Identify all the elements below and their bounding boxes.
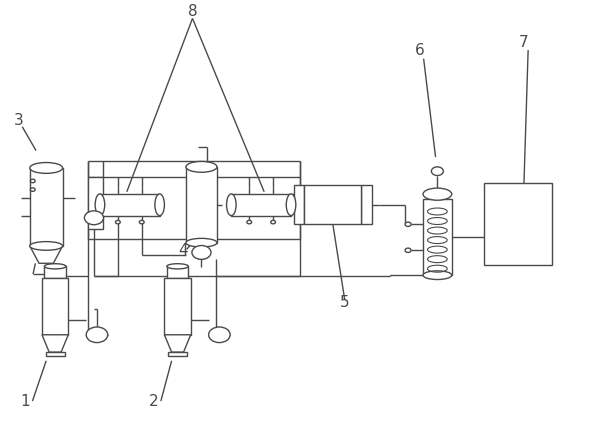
Ellipse shape bbox=[95, 194, 105, 215]
Bar bbox=[100, 194, 160, 215]
Circle shape bbox=[405, 248, 411, 252]
Text: 5: 5 bbox=[340, 295, 350, 310]
Text: 8: 8 bbox=[188, 4, 197, 19]
Polygon shape bbox=[30, 246, 62, 263]
Ellipse shape bbox=[423, 271, 452, 279]
Text: 3: 3 bbox=[13, 113, 23, 127]
Ellipse shape bbox=[186, 162, 217, 172]
Circle shape bbox=[209, 327, 230, 343]
Bar bbox=[30, 168, 62, 246]
Bar bbox=[484, 183, 553, 265]
Ellipse shape bbox=[30, 162, 62, 173]
Text: 6: 6 bbox=[415, 43, 424, 58]
Polygon shape bbox=[164, 335, 191, 352]
Ellipse shape bbox=[155, 194, 164, 215]
Bar bbox=[423, 199, 452, 275]
Ellipse shape bbox=[423, 188, 452, 200]
Text: 7: 7 bbox=[519, 35, 529, 49]
Bar bbox=[46, 352, 65, 357]
Bar bbox=[42, 279, 68, 335]
Bar bbox=[44, 266, 66, 279]
Circle shape bbox=[85, 211, 104, 225]
Bar bbox=[232, 194, 291, 215]
Bar bbox=[186, 167, 217, 243]
Circle shape bbox=[139, 220, 144, 224]
Circle shape bbox=[247, 220, 251, 224]
Circle shape bbox=[86, 327, 107, 343]
Bar bbox=[164, 279, 191, 335]
Ellipse shape bbox=[44, 264, 66, 269]
Circle shape bbox=[194, 248, 209, 259]
Text: 1: 1 bbox=[20, 394, 30, 409]
Circle shape bbox=[431, 167, 443, 176]
Ellipse shape bbox=[30, 242, 62, 250]
Ellipse shape bbox=[167, 264, 188, 269]
Text: 2: 2 bbox=[149, 394, 158, 409]
Bar bbox=[294, 185, 304, 224]
Polygon shape bbox=[42, 335, 68, 352]
Bar bbox=[168, 352, 187, 357]
Circle shape bbox=[405, 222, 411, 226]
Bar bbox=[361, 185, 372, 224]
Circle shape bbox=[271, 220, 275, 224]
Ellipse shape bbox=[186, 238, 217, 247]
Circle shape bbox=[192, 246, 211, 259]
Circle shape bbox=[31, 188, 35, 191]
Bar bbox=[167, 266, 188, 279]
Circle shape bbox=[115, 220, 120, 224]
Bar bbox=[304, 185, 361, 224]
Bar bbox=[88, 177, 103, 229]
Text: 4: 4 bbox=[179, 243, 188, 258]
Circle shape bbox=[31, 179, 35, 183]
Ellipse shape bbox=[227, 194, 236, 215]
Ellipse shape bbox=[286, 194, 296, 215]
